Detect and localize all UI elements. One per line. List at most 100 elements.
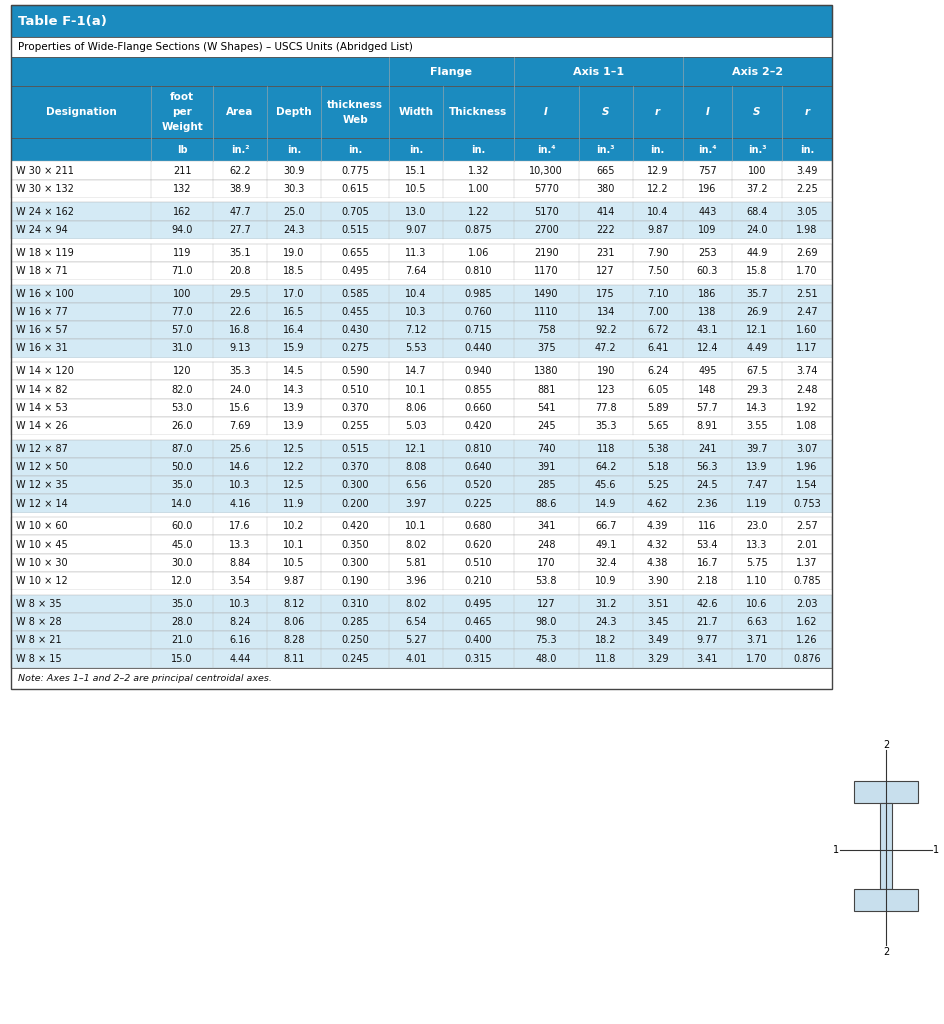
Text: in.⁴: in.⁴ xyxy=(698,145,716,155)
Text: 20.8: 20.8 xyxy=(228,266,250,275)
Text: W 8 × 35: W 8 × 35 xyxy=(16,599,61,609)
Text: 12.0: 12.0 xyxy=(171,577,193,586)
Text: 98.0: 98.0 xyxy=(535,617,556,627)
Text: 5770: 5770 xyxy=(533,183,558,194)
Text: 0.640: 0.640 xyxy=(464,462,492,472)
Text: 8.02: 8.02 xyxy=(405,599,427,609)
Text: 2.25: 2.25 xyxy=(795,183,817,194)
Text: 10.3: 10.3 xyxy=(229,599,250,609)
Text: 253: 253 xyxy=(698,248,716,258)
Text: 0.753: 0.753 xyxy=(792,499,819,509)
Text: in.: in. xyxy=(409,145,423,155)
Text: 60.0: 60.0 xyxy=(171,521,193,531)
Text: 196: 196 xyxy=(698,183,716,194)
Text: 14.7: 14.7 xyxy=(405,367,427,376)
Text: W 14 × 26: W 14 × 26 xyxy=(16,421,68,431)
Text: 0.420: 0.420 xyxy=(464,421,492,431)
Bar xyxy=(11,398,831,417)
Text: 2.69: 2.69 xyxy=(795,248,817,258)
Text: 4.38: 4.38 xyxy=(647,558,667,568)
Text: r: r xyxy=(654,108,660,118)
Text: 245: 245 xyxy=(536,421,555,431)
Text: 119: 119 xyxy=(173,248,191,258)
Text: 18.5: 18.5 xyxy=(283,266,305,275)
Bar xyxy=(11,513,831,517)
Text: 127: 127 xyxy=(596,266,615,275)
Text: 6.41: 6.41 xyxy=(647,343,667,353)
Text: 8.28: 8.28 xyxy=(283,635,305,645)
Text: 10.6: 10.6 xyxy=(746,599,767,609)
Text: W 12 × 35: W 12 × 35 xyxy=(16,480,68,490)
Bar xyxy=(853,781,917,803)
Text: 13.3: 13.3 xyxy=(746,540,767,550)
Text: 7.69: 7.69 xyxy=(228,421,250,431)
Text: Area: Area xyxy=(226,108,253,118)
Text: 248: 248 xyxy=(536,540,555,550)
Bar xyxy=(11,362,831,380)
Text: 2.51: 2.51 xyxy=(795,289,817,299)
Text: 6.72: 6.72 xyxy=(647,326,667,335)
Text: 0.875: 0.875 xyxy=(464,225,492,234)
Text: 82.0: 82.0 xyxy=(171,384,193,394)
Text: 138: 138 xyxy=(698,307,716,317)
Text: per: per xyxy=(172,108,192,118)
Text: 5.75: 5.75 xyxy=(746,558,767,568)
Text: W 18 × 71: W 18 × 71 xyxy=(16,266,68,275)
Text: r: r xyxy=(803,108,808,118)
Bar xyxy=(11,649,831,668)
Bar xyxy=(11,572,831,590)
Text: 16.5: 16.5 xyxy=(283,307,305,317)
Text: 88.6: 88.6 xyxy=(535,499,556,509)
Text: 0.465: 0.465 xyxy=(464,617,492,627)
Text: S: S xyxy=(752,108,760,118)
Bar xyxy=(11,380,831,398)
Bar xyxy=(11,613,831,631)
Text: 10,300: 10,300 xyxy=(529,166,563,175)
Text: 162: 162 xyxy=(173,207,191,217)
Text: 39.7: 39.7 xyxy=(746,443,767,454)
Text: 0.655: 0.655 xyxy=(341,248,368,258)
Bar xyxy=(11,203,831,221)
Text: 23.0: 23.0 xyxy=(746,521,767,531)
Text: 2.48: 2.48 xyxy=(795,384,817,394)
Text: 6.16: 6.16 xyxy=(229,635,250,645)
Text: 10.1: 10.1 xyxy=(405,384,427,394)
Text: 4.01: 4.01 xyxy=(405,653,427,664)
Text: 14.3: 14.3 xyxy=(746,402,767,413)
Text: 4.39: 4.39 xyxy=(647,521,667,531)
Text: 1.70: 1.70 xyxy=(795,266,817,275)
Text: 5.81: 5.81 xyxy=(405,558,427,568)
Text: 7.10: 7.10 xyxy=(647,289,667,299)
Text: 1110: 1110 xyxy=(533,307,558,317)
Text: 3.29: 3.29 xyxy=(647,653,667,664)
Text: 62.2: 62.2 xyxy=(228,166,250,175)
Text: 0.615: 0.615 xyxy=(341,183,368,194)
Text: 15.0: 15.0 xyxy=(171,653,193,664)
Text: 13.3: 13.3 xyxy=(229,540,250,550)
Bar xyxy=(11,179,831,198)
Text: 19.0: 19.0 xyxy=(283,248,305,258)
Text: 24.3: 24.3 xyxy=(283,225,305,234)
Text: 11.3: 11.3 xyxy=(405,248,427,258)
Text: 66.7: 66.7 xyxy=(595,521,615,531)
Text: 3.97: 3.97 xyxy=(405,499,427,509)
Text: 0.455: 0.455 xyxy=(341,307,368,317)
Text: 0.250: 0.250 xyxy=(341,635,368,645)
Text: 665: 665 xyxy=(596,166,615,175)
Text: 4.49: 4.49 xyxy=(746,343,767,353)
Text: W 24 × 94: W 24 × 94 xyxy=(16,225,68,234)
Text: 0.680: 0.680 xyxy=(464,521,492,531)
Bar xyxy=(11,357,831,362)
Text: 30.0: 30.0 xyxy=(171,558,193,568)
Text: 0.300: 0.300 xyxy=(341,480,368,490)
Text: 10.2: 10.2 xyxy=(283,521,305,531)
Text: 53.8: 53.8 xyxy=(535,577,556,586)
Text: 35.1: 35.1 xyxy=(228,248,250,258)
Text: Designation: Designation xyxy=(46,108,117,118)
Text: W 10 × 45: W 10 × 45 xyxy=(16,540,68,550)
Text: W 10 × 60: W 10 × 60 xyxy=(16,521,68,531)
Text: W 16 × 100: W 16 × 100 xyxy=(16,289,74,299)
Text: 3.45: 3.45 xyxy=(647,617,667,627)
Text: 9.13: 9.13 xyxy=(229,343,250,353)
Text: 2.47: 2.47 xyxy=(795,307,817,317)
